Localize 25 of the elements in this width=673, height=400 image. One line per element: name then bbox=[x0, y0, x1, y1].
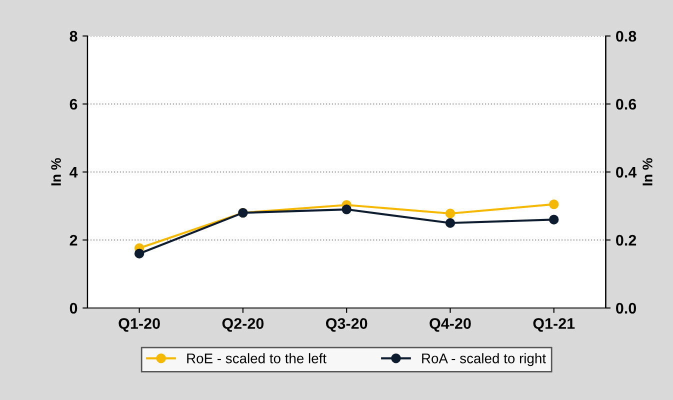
x-tick-label: Q3-20 bbox=[326, 318, 368, 332]
x-tick-label: Q4-20 bbox=[430, 318, 471, 332]
y-axis-title: In % bbox=[51, 158, 61, 186]
point bbox=[445, 218, 456, 228]
point bbox=[549, 214, 559, 224]
point bbox=[445, 208, 456, 218]
y-tick-label: 6 bbox=[70, 98, 78, 110]
y-tick-label: 2 bbox=[70, 234, 78, 246]
x-tick-label: Q1-21 bbox=[533, 318, 575, 332]
y-tick-label: 4 bbox=[70, 167, 78, 178]
y-tick-label: 8 bbox=[70, 30, 78, 42]
x-tick-label: Q2-20 bbox=[222, 318, 264, 332]
point bbox=[549, 199, 559, 210]
y2-tick-label: 0.2 bbox=[616, 234, 636, 246]
legend-label: RoA - scaled to right bbox=[422, 353, 546, 366]
y2-tick-label: 0.4 bbox=[616, 166, 637, 178]
y2-tick-label: 0.6 bbox=[616, 98, 636, 110]
legend-label: RoE - scaled to the left bbox=[187, 353, 326, 364]
point bbox=[342, 204, 352, 214]
y2-tick-label: 0.8 bbox=[616, 30, 636, 42]
point bbox=[134, 248, 144, 258]
x-tick-label: Q1-20 bbox=[118, 318, 160, 332]
y-tick-label: 0 bbox=[70, 302, 78, 314]
y2-tick-label: 0.0 bbox=[616, 302, 636, 314]
y2-axis-title: In % bbox=[642, 158, 652, 186]
